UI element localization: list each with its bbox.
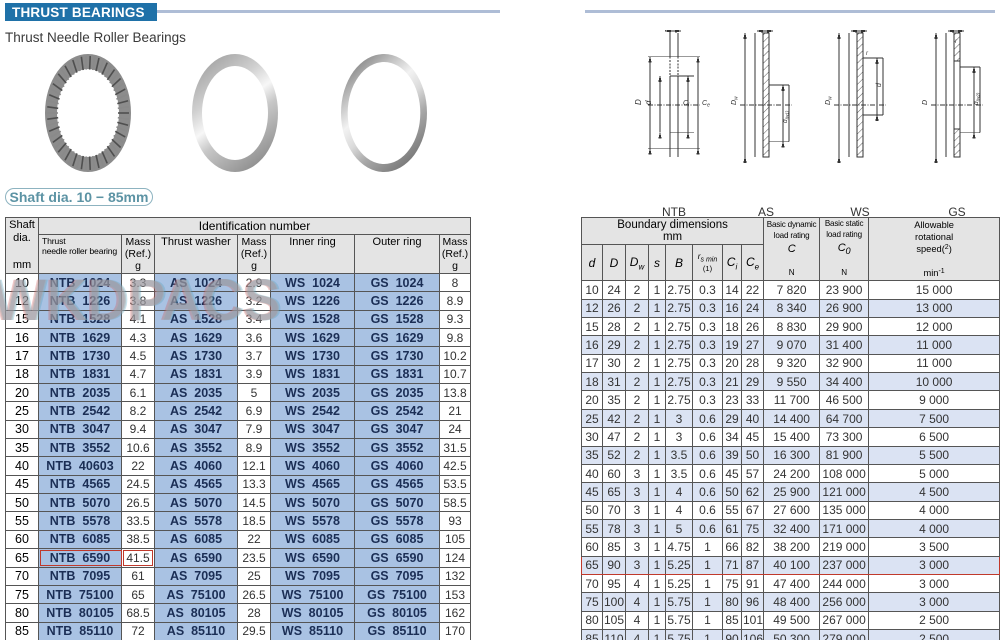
- svg-text:Ce: Ce: [702, 100, 710, 109]
- svg-text:Dw: Dw: [825, 96, 834, 105]
- svg-text:r: r: [866, 51, 869, 57]
- svg-text:s: s: [760, 30, 764, 31]
- svg-text:D: D: [634, 99, 643, 105]
- svg-text:d(w1): d(w1): [782, 110, 790, 123]
- svg-text:B: B: [854, 30, 860, 31]
- svg-text:Dw: Dw: [731, 96, 740, 105]
- svg-text:Ci: Ci: [683, 100, 690, 109]
- svg-text:D: D: [922, 100, 929, 105]
- svg-text:d(w2): d(w2): [973, 92, 981, 105]
- svg-text:B: B: [951, 30, 957, 31]
- svg-text:Dw: Dw: [659, 30, 670, 33]
- svg-text:d: d: [644, 100, 653, 105]
- svg-text:r: r: [955, 39, 958, 45]
- svg-text:d: d: [876, 82, 883, 87]
